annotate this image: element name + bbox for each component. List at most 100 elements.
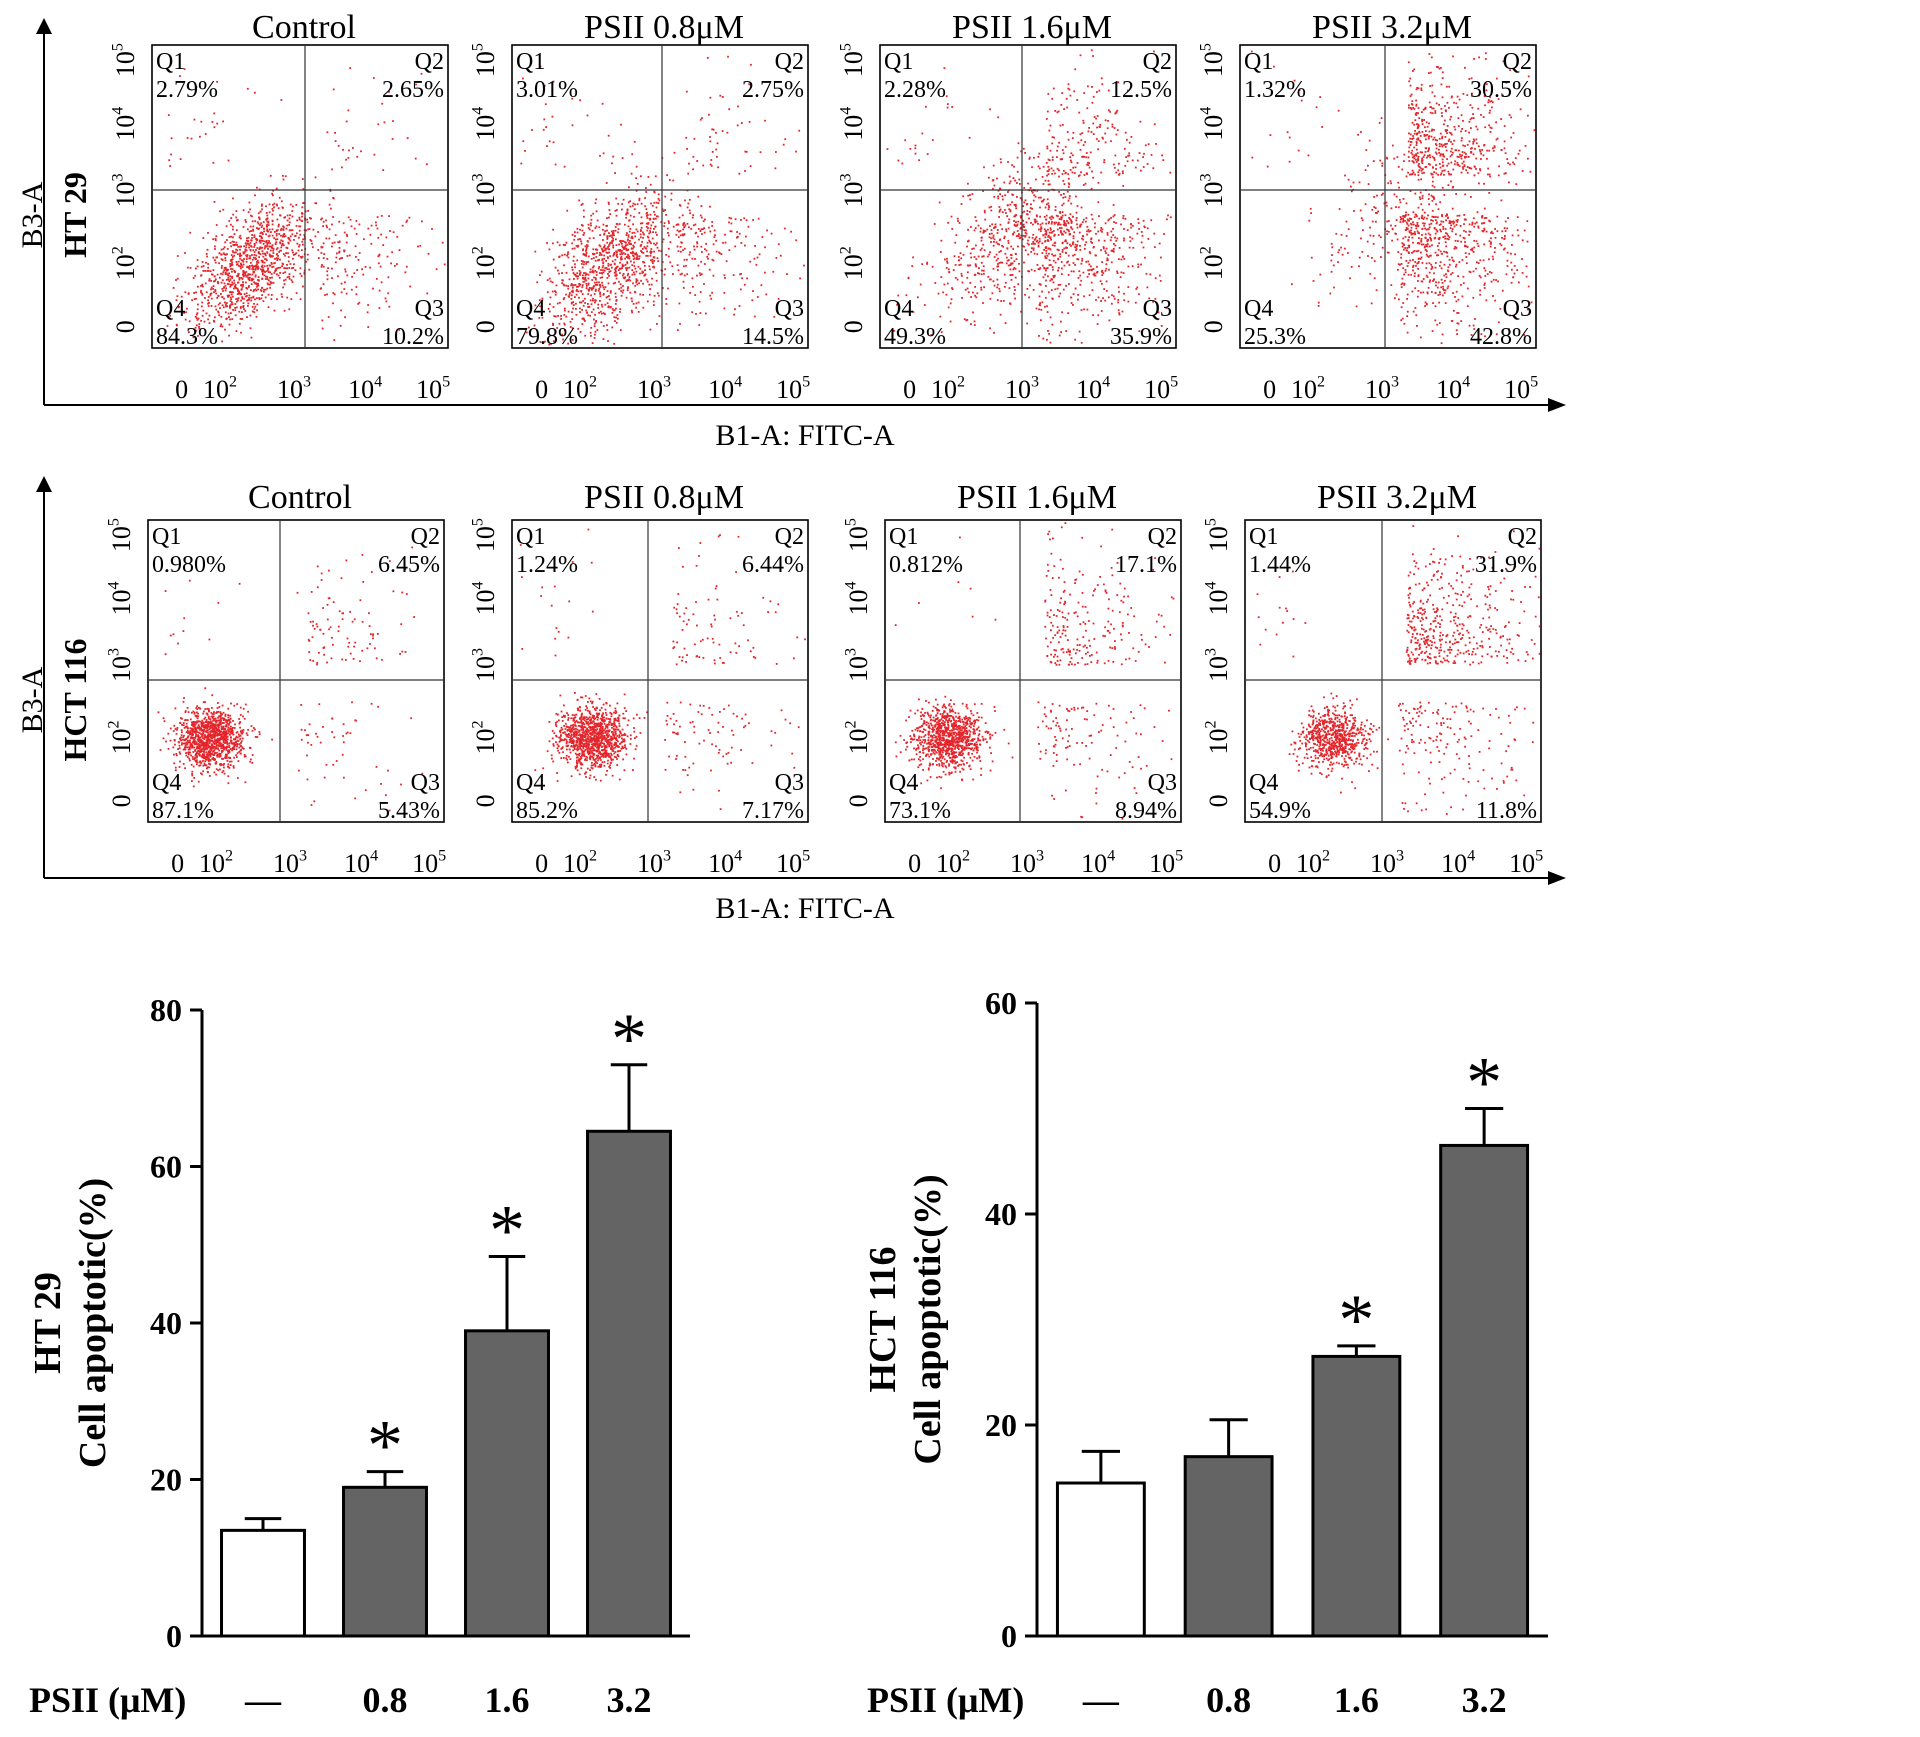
dot [1407, 244, 1410, 247]
dot [310, 217, 312, 220]
dot [628, 257, 631, 260]
dot [998, 206, 1001, 208]
dot [1010, 245, 1013, 248]
dot [646, 217, 649, 219]
dot [1451, 228, 1454, 230]
dot [1415, 144, 1418, 146]
dot [328, 237, 331, 240]
dot [1431, 265, 1433, 268]
dot [622, 198, 625, 201]
dot [612, 282, 615, 285]
dot [1063, 183, 1066, 185]
dot [1047, 330, 1049, 332]
dot [602, 228, 604, 231]
dot [1431, 209, 1434, 212]
dot [1042, 183, 1045, 185]
dot [973, 247, 975, 250]
dot [1408, 246, 1411, 249]
dot [1048, 206, 1050, 209]
dot [926, 153, 929, 155]
dot [677, 236, 680, 239]
dot [1484, 126, 1487, 129]
dot [1039, 223, 1042, 226]
dot [642, 306, 645, 309]
dot [1421, 111, 1423, 113]
dot [1424, 245, 1426, 248]
dot [1436, 221, 1438, 224]
dot [1110, 261, 1113, 264]
dot [969, 198, 972, 201]
dot [1066, 106, 1069, 109]
dot [1463, 151, 1466, 154]
dot [1442, 153, 1445, 156]
dot [1060, 331, 1062, 333]
dot [344, 270, 347, 273]
dot [1456, 322, 1459, 325]
dot [1473, 239, 1476, 242]
dot [581, 286, 584, 289]
dot [640, 230, 642, 232]
dot [1375, 212, 1377, 214]
dot [639, 245, 642, 247]
dot [1416, 230, 1419, 233]
dot [220, 253, 222, 256]
dot [1449, 220, 1452, 223]
dot [1141, 234, 1144, 237]
dot [575, 290, 578, 292]
dot [172, 287, 175, 289]
dot [188, 320, 191, 323]
dot [221, 325, 224, 328]
dot [1469, 104, 1472, 106]
panel-frame [1239, 44, 1537, 349]
dot [764, 271, 766, 274]
dot [1011, 274, 1014, 276]
dot [581, 229, 584, 232]
dot [997, 257, 999, 260]
dot [626, 267, 629, 269]
dot [1490, 241, 1492, 244]
dot [225, 278, 228, 281]
dot [688, 253, 691, 256]
dot [261, 270, 263, 273]
dot [756, 296, 759, 298]
dot [254, 257, 257, 259]
dot [1426, 250, 1428, 253]
dot [229, 283, 232, 286]
dot [998, 243, 1000, 246]
dot [256, 186, 258, 189]
dot [305, 229, 308, 232]
dot [284, 175, 287, 178]
dot [1456, 155, 1459, 158]
dot [253, 302, 255, 305]
dot [1030, 222, 1032, 224]
dot [716, 155, 718, 158]
dot [621, 208, 623, 211]
dot [1026, 322, 1029, 325]
dot [1433, 159, 1436, 161]
dot [626, 232, 628, 234]
dot [1446, 85, 1448, 88]
dot [1067, 229, 1070, 231]
dot [629, 200, 631, 203]
dot [939, 251, 942, 253]
dot [1023, 187, 1026, 189]
dot [1104, 269, 1107, 272]
dot [1415, 153, 1418, 156]
dot [283, 279, 285, 282]
dot [1435, 172, 1438, 175]
dot [608, 209, 611, 211]
dot [1069, 213, 1072, 216]
dot [1405, 175, 1408, 178]
dot [1440, 286, 1443, 289]
dot [581, 284, 584, 287]
dot [394, 265, 396, 267]
dot [1110, 140, 1112, 143]
dot [237, 273, 240, 275]
dot [1438, 152, 1441, 154]
dot [229, 304, 231, 307]
dot [631, 273, 634, 276]
dot [1463, 229, 1465, 232]
dot [221, 279, 224, 282]
dot [549, 303, 551, 306]
dot [320, 252, 323, 254]
